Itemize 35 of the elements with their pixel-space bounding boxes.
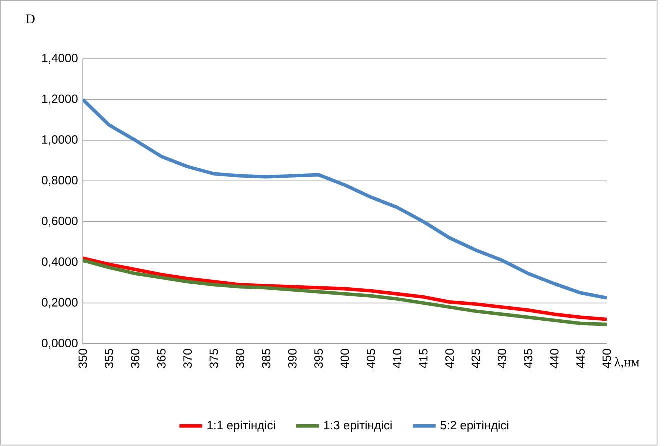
y-tick-label: 1,0000 bbox=[42, 135, 78, 146]
x-tick-label: 385 bbox=[262, 349, 271, 368]
x-tick-label: 390 bbox=[288, 349, 297, 368]
y-tick-label: 0,4000 bbox=[42, 258, 78, 268]
x-tick-label: 395 bbox=[314, 349, 324, 368]
x-tick-label: 435 bbox=[524, 349, 533, 368]
x-tick-label: 425 bbox=[472, 349, 480, 368]
x-tick-label: 375 bbox=[210, 349, 218, 368]
y-tick-label: 1,2000 bbox=[42, 94, 78, 105]
x-tick-label: 355 bbox=[104, 349, 114, 368]
line-series bbox=[83, 98, 607, 300]
x-tick-label: 420 bbox=[446, 349, 454, 368]
x-tick-label: 405 bbox=[366, 349, 376, 368]
x-tick-label: 360 bbox=[131, 349, 140, 368]
legend-label: 1:1 ерітіндісі bbox=[208, 420, 276, 432]
y-tick-label: 0,8000 bbox=[42, 176, 78, 186]
x-tick-label: 430 bbox=[498, 349, 506, 368]
x-tick-label: 450 bbox=[602, 349, 612, 368]
x-tick-label: 410 bbox=[393, 349, 402, 368]
legend-label: 5:2 ерітіндісі bbox=[440, 420, 509, 432]
x-tick-label: 445 bbox=[576, 349, 585, 368]
x-axis-title: λ,нм bbox=[614, 357, 640, 369]
legend-label: 1:3 ерітіндісі bbox=[324, 420, 392, 432]
y-tick-label: 1,4000 bbox=[42, 54, 78, 64]
x-tick-label: 400 bbox=[340, 349, 350, 368]
x-tick-label: 440 bbox=[550, 349, 559, 368]
x-tick-label: 380 bbox=[236, 349, 244, 368]
x-tick-label: 415 bbox=[419, 349, 428, 368]
y-axis-title: D bbox=[26, 14, 35, 24]
y-tick-label: 0,6000 bbox=[42, 216, 78, 227]
x-tick-label: 350 bbox=[78, 349, 88, 368]
x-tick-label: 365 bbox=[157, 349, 166, 368]
x-tick-label: 370 bbox=[184, 349, 192, 368]
y-tick-label: 0,0000 bbox=[42, 339, 78, 349]
y-tick-label: 0,2000 bbox=[42, 298, 78, 308]
